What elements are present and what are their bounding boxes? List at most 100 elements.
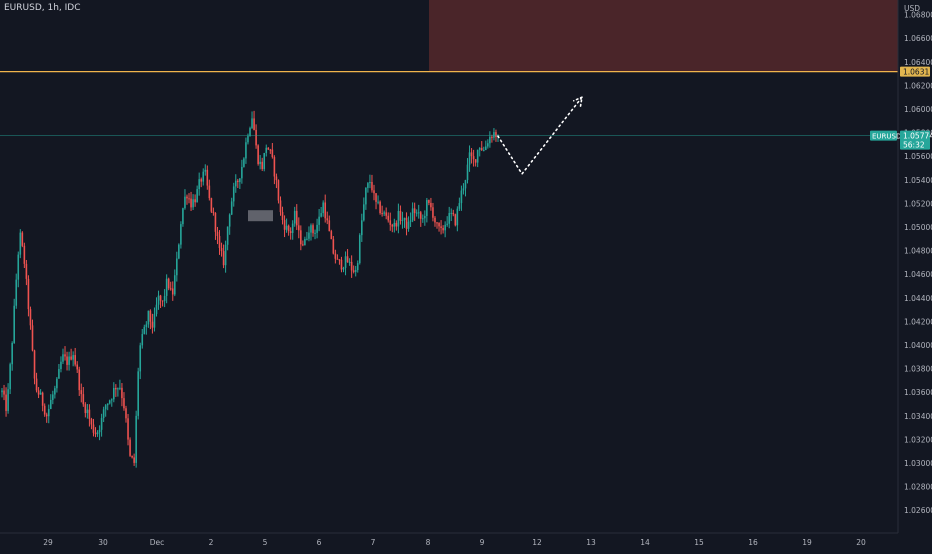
candle xyxy=(102,406,105,422)
candle xyxy=(27,275,30,317)
candle xyxy=(127,413,129,446)
candle xyxy=(428,199,430,206)
candle-body xyxy=(324,202,327,219)
candle-body xyxy=(489,136,491,144)
candle-body xyxy=(230,201,233,215)
candle-body xyxy=(224,244,227,266)
candle xyxy=(41,391,44,412)
candle xyxy=(74,347,76,367)
candle xyxy=(186,194,188,205)
candle-body xyxy=(92,424,95,433)
candle xyxy=(419,210,422,227)
candle xyxy=(19,229,22,259)
candle xyxy=(464,179,467,197)
candle xyxy=(318,209,320,232)
price-tick-label: 1.06200 xyxy=(904,81,932,90)
candle xyxy=(297,217,300,239)
candle-body xyxy=(204,169,207,172)
price-tick-label: 1.03600 xyxy=(904,388,932,397)
candle xyxy=(218,230,221,255)
candle-body xyxy=(261,161,263,170)
candle-body xyxy=(295,210,298,226)
candle xyxy=(21,231,24,248)
candle-body xyxy=(387,215,390,221)
candle-body xyxy=(462,188,465,191)
time-axis[interactable]: 29 30 Dec 2 5 6 7 8 9 12 13 14 15 16 19 20 xyxy=(0,532,898,547)
candle-body xyxy=(482,149,485,151)
candle-body xyxy=(419,212,422,219)
candle-body xyxy=(74,355,76,365)
candle-body xyxy=(403,217,406,220)
candle xyxy=(472,149,475,167)
candle-body xyxy=(33,350,36,379)
candle xyxy=(222,244,225,269)
price-tick-label: 1.04400 xyxy=(904,294,932,303)
candle-body xyxy=(49,399,52,409)
candle-body xyxy=(139,345,142,372)
candle xyxy=(70,348,72,361)
candle xyxy=(84,402,87,418)
candle xyxy=(243,157,245,168)
candle-body xyxy=(466,164,469,181)
candle-body xyxy=(212,211,215,213)
candle-body xyxy=(381,213,383,215)
consolidation-box[interactable] xyxy=(248,210,273,222)
candle xyxy=(424,210,426,226)
time-tick-label: 14 xyxy=(640,538,650,547)
candle xyxy=(131,455,133,459)
candle-body xyxy=(131,455,133,458)
candle xyxy=(104,404,107,417)
candle xyxy=(9,362,11,395)
projection-path[interactable] xyxy=(497,96,583,176)
candle xyxy=(165,274,168,304)
candle-body xyxy=(476,149,479,163)
price-tick-label: 1.02600 xyxy=(904,506,932,515)
candle-body xyxy=(119,387,121,389)
candle xyxy=(389,212,392,231)
candle xyxy=(289,227,292,240)
candle xyxy=(401,211,404,229)
candle xyxy=(208,179,211,201)
candle-body xyxy=(104,405,107,410)
candle xyxy=(230,197,233,216)
candle xyxy=(375,193,377,210)
candle-body xyxy=(218,236,221,249)
supply-zone-box[interactable] xyxy=(429,0,898,72)
candle xyxy=(387,212,390,223)
time-tick-label: 7 xyxy=(371,538,376,547)
candle-body xyxy=(149,310,152,322)
candle xyxy=(157,290,160,310)
candle xyxy=(249,126,251,137)
candle-body xyxy=(58,369,60,379)
candle xyxy=(295,204,298,230)
candle xyxy=(478,147,481,157)
candle xyxy=(52,390,54,405)
candle xyxy=(271,142,274,159)
candle-body xyxy=(430,202,432,208)
candle-body xyxy=(169,288,172,290)
candle xyxy=(216,226,219,245)
price-tick-label: 1.05000 xyxy=(904,223,932,232)
candle-body xyxy=(344,256,347,268)
candle xyxy=(277,179,280,204)
candle-body xyxy=(279,200,282,213)
price-tick-label: 1.02800 xyxy=(904,483,932,492)
candle xyxy=(426,197,428,223)
candle xyxy=(241,159,243,184)
candle-body xyxy=(356,263,359,271)
candle-body xyxy=(161,300,164,302)
candle-body xyxy=(157,295,160,305)
candle-body xyxy=(314,232,316,234)
countdown-label: 56:32 xyxy=(903,141,925,150)
candle-body xyxy=(163,295,166,302)
candle xyxy=(167,277,170,291)
candle-body xyxy=(436,222,438,224)
candle-body xyxy=(452,212,455,215)
time-tick-label: 30 xyxy=(98,538,108,547)
candle xyxy=(253,110,255,131)
candle xyxy=(176,251,178,282)
time-tick-label: 13 xyxy=(586,538,596,547)
